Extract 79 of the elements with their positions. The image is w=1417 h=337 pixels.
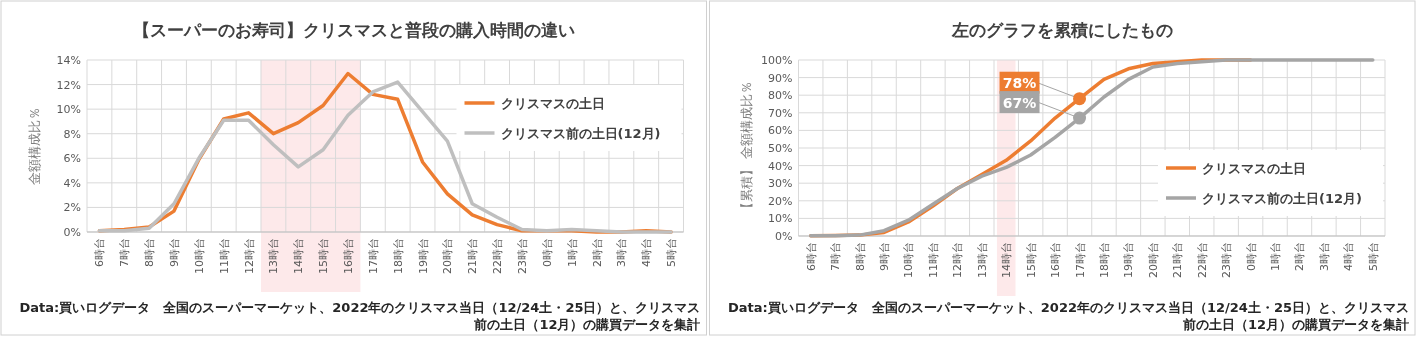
x-tick-label: 16時台 bbox=[1049, 242, 1063, 278]
x-tick-label: 9時台 bbox=[878, 242, 892, 271]
x-tick-label: 14時台 bbox=[292, 238, 306, 274]
x-tick-label: 8時台 bbox=[853, 242, 867, 271]
chart-title: 左のグラフを累積にしたもの bbox=[951, 20, 1174, 40]
x-tick-label: 17時台 bbox=[366, 238, 380, 274]
x-tick-label: 5時台 bbox=[665, 238, 679, 267]
x-tick-label: 2時台 bbox=[1293, 242, 1307, 271]
x-tick-label: 13時台 bbox=[267, 238, 281, 274]
x-tick-label: 20時台 bbox=[441, 238, 455, 274]
x-tick-label: 11時台 bbox=[926, 242, 940, 278]
x-tick-label: 19時台 bbox=[416, 238, 430, 274]
legend-label: クリスマスの土日 bbox=[1202, 161, 1306, 176]
x-tick-label: 12時台 bbox=[242, 238, 256, 274]
x-tick-label: 13時台 bbox=[975, 242, 989, 278]
y-tick-label: 8% bbox=[63, 127, 81, 141]
x-tick-label: 3時台 bbox=[615, 238, 629, 267]
x-tick-label: 14時台 bbox=[1000, 242, 1014, 278]
x-tick-label: 19時台 bbox=[1122, 242, 1136, 278]
x-tick-label: 21時台 bbox=[466, 238, 480, 274]
y-tick-label: 80% bbox=[768, 89, 793, 103]
y-tick-label: 14% bbox=[56, 54, 81, 67]
x-tick-label: 3時台 bbox=[1317, 242, 1331, 271]
x-tick-label: 18時台 bbox=[1097, 242, 1111, 278]
y-tick-label: 40% bbox=[768, 159, 793, 173]
x-tick-label: 6時台 bbox=[804, 242, 818, 271]
x-tick-label: 0時台 bbox=[1244, 242, 1258, 271]
x-tick-label: 22時台 bbox=[1195, 242, 1209, 278]
x-tick-label: 4時台 bbox=[640, 238, 654, 267]
x-tick-label: 10時台 bbox=[192, 238, 206, 274]
x-tick-label: 11時台 bbox=[217, 238, 231, 274]
y-tick-label: 10% bbox=[56, 103, 81, 117]
y-tick-label: 2% bbox=[63, 201, 81, 215]
x-tick-label: 9時台 bbox=[167, 238, 181, 267]
x-tick-label: 5時台 bbox=[1366, 242, 1380, 271]
x-tick-label: 23時台 bbox=[515, 238, 529, 274]
x-tick-label: 6時台 bbox=[93, 238, 107, 267]
y-tick-label: 70% bbox=[768, 106, 793, 120]
y-tick-label: 10% bbox=[768, 212, 793, 226]
x-tick-label: 2時台 bbox=[590, 238, 604, 267]
x-tick-label: 21時台 bbox=[1171, 242, 1185, 278]
legend-label: クリスマス前の土日(12月) bbox=[1202, 191, 1362, 206]
legend-label: クリスマスの土日 bbox=[500, 96, 605, 111]
y-axis-title: 【累積】 金額構成比％ bbox=[738, 80, 754, 216]
y-tick-label: 0% bbox=[63, 226, 81, 239]
y-tick-label: 100% bbox=[761, 54, 793, 67]
annotation: 78% bbox=[1002, 75, 1037, 92]
annotation: 67% bbox=[1002, 94, 1037, 111]
x-tick-label: 4時台 bbox=[1342, 242, 1356, 271]
x-tick-label: 23時台 bbox=[1220, 242, 1234, 278]
text: Data:買いログデータ 全国のスーパーマーケット、2022年のクリスマス当日（12/24土・25日）と、クリスマス前の土日（12月）の購買データを集計 bbox=[728, 300, 1409, 332]
x-tick-label: 17時台 bbox=[1073, 242, 1087, 278]
y-tick-label: 20% bbox=[768, 194, 793, 208]
x-tick-label: 15時台 bbox=[1024, 242, 1038, 278]
y-tick-label: 0% bbox=[775, 230, 793, 243]
y-tick-label: 30% bbox=[768, 177, 793, 191]
x-tick-label: 8時台 bbox=[143, 238, 157, 267]
x-tick-label: 20時台 bbox=[1146, 242, 1160, 278]
y-tick-label: 90% bbox=[768, 71, 793, 85]
y-tick-label: 50% bbox=[768, 142, 793, 155]
y-tick-label: 60% bbox=[768, 124, 793, 138]
x-tick-label: 1時台 bbox=[565, 238, 579, 267]
y-tick-label: 6% bbox=[63, 152, 81, 166]
legend-label: クリスマス前の土日(12月) bbox=[500, 126, 661, 141]
y-axis-title: 金額構成比％ bbox=[27, 107, 42, 185]
y-tick-label: 4% bbox=[63, 176, 81, 190]
x-tick-label: 7時台 bbox=[829, 242, 843, 271]
x-tick-label: 12時台 bbox=[951, 242, 965, 278]
x-tick-label: 7時台 bbox=[118, 238, 132, 267]
text: Data:買いログデータ 全国のスーパーマーケット、2022年のクリスマス当日（12/24土・25日）と、クリスマス前の土日（12月）の購買データを集計 bbox=[19, 300, 701, 332]
x-tick-label: 0時台 bbox=[540, 238, 554, 267]
x-tick-label: 10時台 bbox=[902, 242, 916, 278]
y-tick-label: 12% bbox=[56, 78, 81, 92]
x-tick-label: 15時台 bbox=[317, 238, 331, 274]
chart-title: 【スーパーのお寿司】クリスマスと普段の購入時間の違い bbox=[133, 20, 576, 40]
x-tick-label: 1時台 bbox=[1269, 242, 1283, 271]
x-tick-label: 16時台 bbox=[341, 238, 355, 274]
x-tick-label: 18時台 bbox=[391, 238, 405, 274]
x-tick-label: 22時台 bbox=[491, 238, 505, 274]
